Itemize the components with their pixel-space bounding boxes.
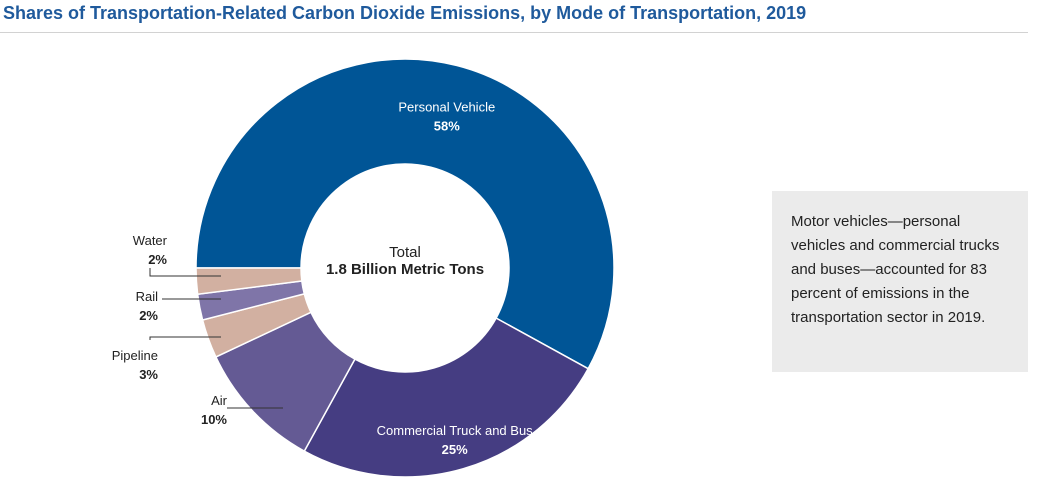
- callout-value-rail: 2%: [139, 308, 158, 323]
- callout-label-air: Air: [211, 393, 228, 408]
- callout-label-water: Water: [133, 233, 168, 248]
- note-box: Motor vehicles—personal vehicles and com…: [772, 191, 1028, 372]
- callout-label-rail: Rail: [136, 289, 159, 304]
- callout-label-pipeline: Pipeline: [112, 348, 158, 363]
- chart-title: Shares of Transportation-Related Carbon …: [3, 3, 807, 23]
- note-text: Motor vehicles—personal vehicles and com…: [791, 213, 1000, 326]
- title-divider: [0, 32, 1028, 33]
- slice-personal-vehicle: [195, 58, 615, 370]
- slice-water: [195, 267, 303, 296]
- callout-value-pipeline: 3%: [139, 367, 158, 382]
- callout-value-air: 10%: [201, 412, 227, 427]
- center-total-value: 1.8 Billion Metric Tons: [326, 261, 484, 278]
- callout-value-water: 2%: [148, 252, 167, 267]
- center-total-label: Total: [389, 244, 421, 261]
- slice-label-personal-vehicle: Personal Vehicle: [398, 99, 495, 114]
- leader-line-water: [149, 268, 221, 277]
- slice-commercial-truck-and-bus: [303, 317, 590, 478]
- slice-label-commercial-truck-and-bus: Commercial Truck and Bus: [377, 423, 534, 438]
- slice-value-personal-vehicle: 58%: [434, 118, 460, 133]
- leader-line-pipeline: [149, 336, 221, 340]
- slice-value-commercial-truck-and-bus: 25%: [442, 442, 468, 457]
